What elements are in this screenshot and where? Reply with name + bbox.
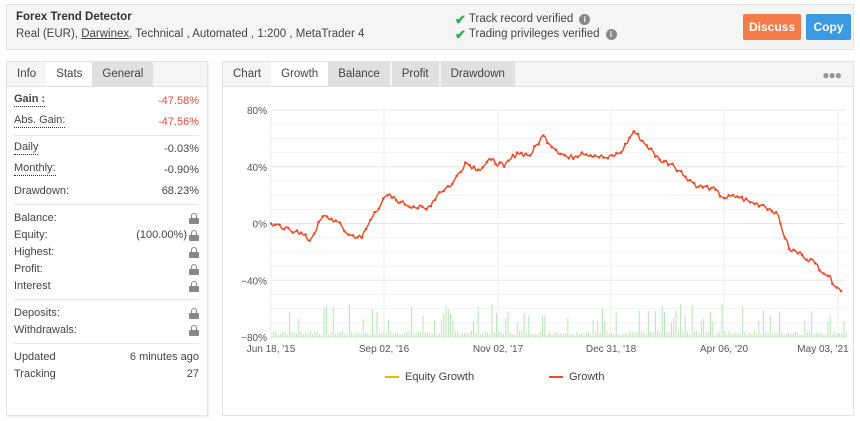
stat-value: 68.23%	[161, 185, 199, 197]
legend-swatch-growth	[549, 376, 563, 378]
verification-trading-privileges: ✔ Trading privileges verified i	[455, 27, 617, 42]
stat-tracking: Tracking 27	[14, 366, 199, 383]
stats-list: Gain : -47.58% Abs. Gain: -47.56% Daily …	[7, 87, 207, 383]
verification-list: ✔ Track record verified i ✔ Trading priv…	[455, 12, 617, 42]
stat-deposits: Deposits:	[14, 305, 199, 322]
stat-label: Tracking	[14, 368, 56, 380]
tab-profit[interactable]: Profit	[391, 62, 439, 86]
lock-icon	[189, 229, 199, 241]
stat-profit: Profit:	[14, 261, 199, 278]
stat-value: (100.00%)	[136, 229, 187, 241]
legend-label: Equity Growth	[405, 371, 475, 383]
stat-label: Highest:	[14, 246, 55, 258]
stat-value: 27	[186, 368, 199, 380]
info-icon[interactable]: i	[579, 14, 591, 25]
tab-drawdown[interactable]: Drawdown	[440, 62, 515, 86]
verification-track-record: ✔ Track record verified i	[455, 12, 617, 27]
stats-panel: Info Stats General Gain : -47.58% Abs. G…	[6, 61, 208, 416]
stat-withdrawals: Withdrawals:	[14, 322, 199, 339]
legend-swatch-equity	[385, 376, 399, 378]
divider	[14, 135, 199, 136]
check-icon: ✔	[455, 27, 466, 42]
stat-value: -0.90%	[164, 164, 199, 176]
tab-growth[interactable]: Growth	[271, 62, 329, 86]
svg-text:−40%: −40%	[241, 276, 267, 287]
stat-monthly: Monthly: -0.90%	[14, 162, 199, 179]
svg-text:−80%: −80%	[241, 333, 267, 344]
tab-general[interactable]: General	[92, 62, 154, 86]
stat-highest: Highest:	[14, 244, 199, 261]
svg-text:Apr 06, '20: Apr 06, '20	[700, 344, 748, 355]
lock-icon	[189, 263, 199, 275]
lock-icon	[189, 212, 199, 224]
stat-equity: Equity: (100.00%)	[14, 227, 199, 244]
account-header: Forex Trend Detector Real (EUR), Darwine…	[6, 4, 854, 50]
legend-growth[interactable]: Growth	[549, 371, 604, 383]
divider	[14, 204, 199, 205]
svg-text:Dec 31, '18: Dec 31, '18	[586, 344, 637, 355]
stat-value: -47.56%	[158, 116, 199, 128]
svg-text:0%: 0%	[253, 220, 268, 231]
stat-value: -0.03%	[164, 143, 199, 155]
stat-updated: Updated 6 minutes ago	[14, 349, 199, 366]
lock-icon	[189, 307, 199, 319]
tab-balance[interactable]: Balance	[328, 62, 390, 86]
check-icon: ✔	[455, 12, 466, 27]
stat-label: Profit:	[14, 263, 43, 275]
svg-text:80%: 80%	[247, 106, 267, 117]
stat-value: -47.58%	[158, 95, 199, 107]
stat-label: Balance:	[14, 212, 57, 224]
stat-label: Deposits:	[14, 307, 60, 319]
growth-chart-svg: 80% 40% 0% −40% −80%Jun 18, '15 Sep 02, '16 No…	[241, 106, 849, 355]
stat-label[interactable]: Monthly:	[14, 162, 56, 176]
stat-interest: Interest	[14, 278, 199, 295]
tab-chart[interactable]: Chart	[233, 68, 262, 80]
svg-text:May 03, '21: May 03, '21	[797, 344, 849, 355]
svg-text:40%: 40%	[247, 163, 267, 174]
stat-daily: Daily -0.03%	[14, 141, 199, 158]
stat-label: Withdrawals:	[14, 324, 77, 336]
stat-drawdown: Drawdown: 68.23%	[14, 183, 199, 200]
legend-equity-growth[interactable]: Equity Growth	[385, 371, 474, 383]
chart-tabs: Chart Growth Balance Profit Drawdown ●●●	[223, 62, 853, 87]
svg-text:Nov 02, '17: Nov 02, '17	[473, 344, 524, 355]
svg-text:Sep 02, '16: Sep 02, '16	[359, 344, 410, 355]
stat-label: Interest	[14, 280, 51, 292]
stat-value: 6 minutes ago	[129, 351, 199, 363]
chart-panel: Chart Growth Balance Profit Drawdown ●●●…	[222, 61, 854, 416]
account-subtitle: Real (EUR), Darwinex, Technical , Automa…	[16, 28, 364, 40]
broker-link[interactable]: Darwinex	[81, 28, 130, 40]
copy-button[interactable]: Copy	[806, 14, 851, 40]
stat-label: Drawdown:	[14, 185, 70, 197]
verification-label: Track record verified	[468, 13, 574, 25]
tab-stats[interactable]: Stats	[46, 62, 93, 86]
lock-icon	[189, 280, 199, 292]
system-title: Forex Trend Detector	[16, 11, 132, 23]
stat-label: Equity:	[14, 229, 48, 241]
info-icon[interactable]: i	[605, 29, 617, 40]
discuss-button[interactable]: Discuss	[743, 14, 801, 40]
lock-icon	[189, 324, 199, 336]
account-type: Real (EUR),	[16, 28, 78, 40]
stat-label: Updated	[14, 351, 56, 363]
tab-info[interactable]: Info	[17, 68, 37, 80]
stat-label[interactable]: Gain :	[14, 93, 46, 107]
stats-tabs: Info Stats General	[7, 62, 207, 87]
verification-label: Trading privileges verified	[468, 28, 600, 40]
growth-chart: 80% 40% 0% −40% −80% Jun 18, '15 Sep 02, '16 No…	[223, 88, 855, 416]
divider	[14, 299, 199, 300]
stat-gain: Gain : -47.58%	[14, 93, 199, 110]
legend-label: Growth	[569, 371, 605, 383]
stat-label[interactable]: Daily	[14, 141, 39, 155]
lock-icon	[189, 246, 199, 258]
more-dots-icon[interactable]: ●●●	[822, 68, 842, 82]
stat-balance: Balance:	[14, 210, 199, 227]
stat-abs-gain: Abs. Gain: -47.56%	[14, 114, 199, 131]
svg-text:Jun 18, '15: Jun 18, '15	[247, 344, 296, 355]
divider	[14, 343, 199, 344]
stat-label[interactable]: Abs. Gain:	[14, 114, 66, 128]
account-details: , Technical , Automated , 1:200 , MetaTr…	[129, 28, 365, 40]
